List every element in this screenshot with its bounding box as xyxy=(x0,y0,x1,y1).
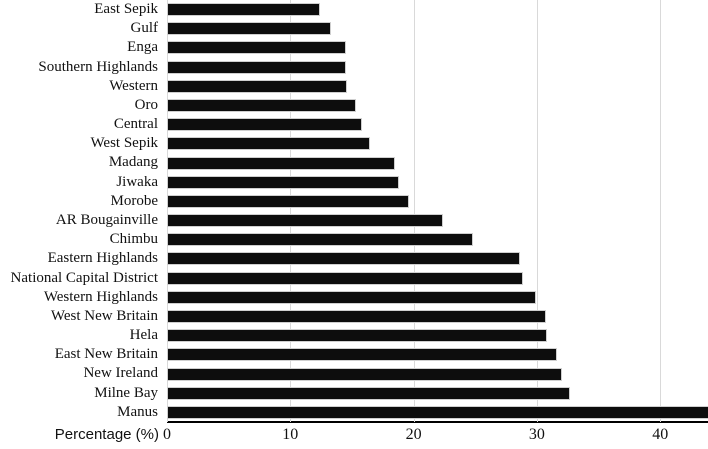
bar-west-new-britain xyxy=(167,310,546,323)
category-label: Chimbu xyxy=(109,231,158,248)
bar-oro xyxy=(167,99,356,112)
bar-hela xyxy=(167,329,547,343)
category-label: Western Highlands xyxy=(43,288,158,305)
bar-eastern-highlands xyxy=(167,252,520,266)
category-label: West Sepik xyxy=(90,135,158,152)
bar-southern-highlands xyxy=(167,60,346,74)
gridline-20 xyxy=(413,0,415,422)
bar-east-sepik xyxy=(167,3,320,17)
gridline-30 xyxy=(536,0,538,422)
category-label: West New Britain xyxy=(50,307,158,324)
gridline-0 xyxy=(167,0,168,422)
gridline-40 xyxy=(660,0,662,422)
bar-ar-bougainville xyxy=(167,214,444,228)
category-label: Western xyxy=(109,77,158,94)
category-label: Madang xyxy=(108,154,158,171)
category-label: Southern Highlands xyxy=(38,58,158,75)
bar-morobe xyxy=(167,194,409,208)
bar-new-ireland xyxy=(167,367,562,381)
category-label: Hela xyxy=(129,327,158,344)
bar-national-capital-district xyxy=(167,271,524,285)
x-axis-title: Percentage (%) xyxy=(54,426,159,443)
x-tick-label-0: 0 xyxy=(163,426,171,443)
category-label: New Ireland xyxy=(83,365,158,382)
bar-western xyxy=(167,79,348,93)
bar-milne-bay xyxy=(167,386,571,400)
category-label: National Capital District xyxy=(10,269,158,286)
bar-chimbu xyxy=(167,233,473,247)
bar-gulf xyxy=(167,22,331,36)
category-label: Manus xyxy=(117,403,158,420)
bar-jiwaka xyxy=(167,175,399,189)
x-tick-label-20: 20 xyxy=(405,426,422,443)
category-label: Morobe xyxy=(110,192,159,209)
category-label: AR Bougainville xyxy=(55,212,158,228)
category-label: Milne Bay xyxy=(94,384,158,401)
category-label: Enga xyxy=(127,39,158,56)
category-label: Oro xyxy=(134,96,158,113)
bar-west-sepik xyxy=(167,137,371,151)
bar-manus xyxy=(167,405,708,419)
bar-western-highlands xyxy=(167,290,536,304)
category-label: Gulf xyxy=(130,20,159,37)
category-label: East New Britain xyxy=(54,346,158,363)
category-label: East Sepik xyxy=(94,1,158,17)
bar-enga xyxy=(167,41,346,55)
gridline-10 xyxy=(290,0,292,422)
x-axis-line xyxy=(167,421,708,423)
bar-central xyxy=(167,118,362,132)
x-tick-label-10: 10 xyxy=(282,426,299,443)
category-label: Jiwaka xyxy=(116,173,158,190)
x-tick-label-30: 30 xyxy=(528,426,545,443)
category-label: Central xyxy=(113,116,158,133)
category-label: Eastern Highlands xyxy=(47,250,158,267)
bar-madang xyxy=(167,156,396,170)
bar-east-new-britain xyxy=(167,348,557,362)
x-tick-label-40: 40 xyxy=(652,426,669,443)
